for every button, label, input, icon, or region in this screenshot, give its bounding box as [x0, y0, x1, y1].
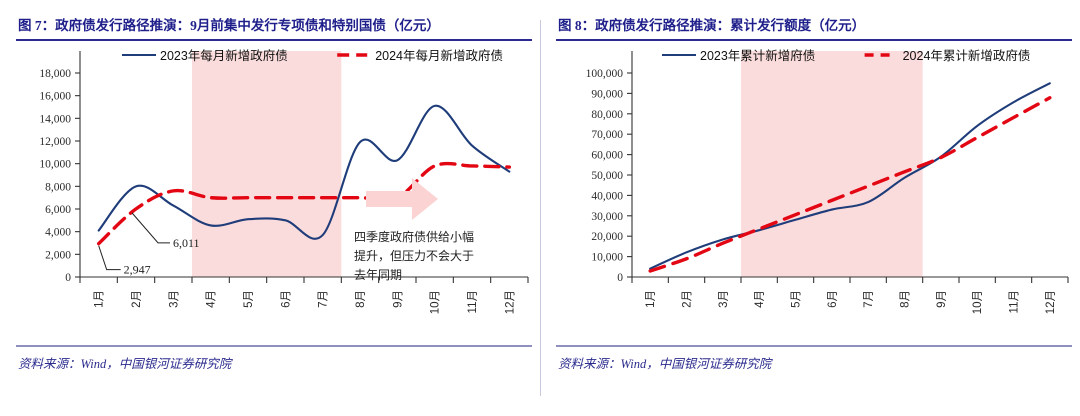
- y-axis-label: 100,000: [586, 68, 624, 80]
- x-axis-label: 8月: [900, 290, 912, 308]
- x-axis-label: 4月: [754, 290, 766, 308]
- y-axis-label: 2,000: [45, 249, 71, 261]
- forecast-note-line-1: 四季度政府债供给小幅: [354, 229, 474, 244]
- figure-7-panel: 图 7：政府债发行路径推演：9月前集中发行专项债和特别国债（亿元） 0 2,000…: [14, 18, 534, 371]
- figure-7-svg: 0 2,000 4,000 6,000 8,000 10,000 12,000 14,000 1…: [39, 48, 529, 314]
- figure-8-panel: 图 8：政府债发行路径推演：累计发行额度（亿元） 0 10,000 20,000 30…: [540, 0, 1080, 416]
- x-axis-label: 4月: [206, 290, 218, 308]
- highlight-band: [741, 51, 923, 277]
- x-axis-label: 10月: [430, 290, 442, 314]
- x-axis-label: 12月: [504, 290, 516, 314]
- y-axis-label: 20,000: [591, 231, 623, 243]
- y-axis-label: 30,000: [591, 211, 623, 223]
- y-axis-label: 60,000: [591, 150, 623, 162]
- y-axis-label: 70,000: [591, 129, 623, 141]
- y-axis-label: 12,000: [39, 136, 71, 148]
- forecast-note-line-2: 提升，但压力不会大于: [354, 248, 474, 263]
- x-axis-label: 5月: [243, 290, 255, 308]
- y-axis-label: 0: [617, 272, 623, 284]
- legend-label-2: 2024年每月新增政府债: [375, 48, 503, 63]
- y-axis-label: 50,000: [591, 170, 623, 182]
- x-axis-label: 9月: [392, 290, 404, 308]
- y-axis-label: 14,000: [39, 113, 71, 125]
- series-line-1: [649, 82, 1051, 270]
- x-axis-label: 6月: [280, 290, 292, 308]
- figure-8-source: 资料来源：Wind，中国银河证券研究院: [558, 356, 772, 371]
- x-axis-label: 2月: [682, 290, 694, 308]
- figure-7-title: 图 7：政府债发行路径推演：9月前集中发行专项债和特别国债（亿元）: [18, 18, 440, 33]
- point-label-6011: 6,011: [173, 236, 200, 250]
- x-axis-label: 10月: [972, 290, 984, 314]
- series-line-2: [96, 161, 512, 246]
- y-axis-label: 4,000: [45, 227, 71, 239]
- figure-8-title-rule: [556, 39, 1072, 41]
- figure-7-footer-rule: [16, 345, 532, 347]
- forecast-note-line-3: 去年同期: [354, 268, 402, 282]
- x-axis-label: 2月: [131, 290, 143, 308]
- x-axis-label: 11月: [467, 290, 479, 313]
- panel-divider: [540, 20, 541, 396]
- x-axis-label: 9月: [936, 290, 948, 308]
- y-axis-label: 8,000: [45, 181, 71, 193]
- x-axis-label: 7月: [863, 290, 875, 308]
- y-axis-label: 6,000: [45, 204, 71, 216]
- series-line-2: [648, 96, 1052, 273]
- x-axis-label: 3月: [168, 290, 180, 308]
- y-axis-label: 40,000: [591, 190, 623, 202]
- legend-label-2: 2024年累计新增政府债: [903, 48, 1031, 63]
- figure-8-svg: 0 10,000 20,000 30,000 40,000 50,000 60,000 70,…: [586, 48, 1069, 314]
- highlight-band: [192, 51, 342, 277]
- figure-8-chart: 0 10,000 20,000 30,000 40,000 50,000 60,000 70,…: [554, 45, 1074, 345]
- x-axis-label: 6月: [827, 290, 839, 308]
- leader-line-2947: [98, 245, 121, 271]
- figure-7-title-rule: [16, 39, 532, 41]
- series-line-1: [97, 104, 511, 240]
- figure-7-source: 资料来源：Wind，中国银河证券研究院: [18, 356, 232, 371]
- x-axis-label: 7月: [318, 290, 330, 308]
- x-axis-label: 11月: [1009, 290, 1021, 313]
- point-label-2947: 2,947: [124, 263, 151, 277]
- x-axis-label: 8月: [355, 290, 367, 308]
- y-axis-label: 10,000: [591, 252, 623, 264]
- x-axis-label: 1月: [645, 290, 657, 308]
- y-axis-label: 0: [65, 272, 71, 284]
- x-axis-label: 5月: [791, 290, 803, 308]
- y-axis-label: 16,000: [39, 91, 71, 103]
- x-axis-label: 12月: [1045, 290, 1057, 314]
- y-axis-label: 80,000: [591, 109, 623, 121]
- legend-label-1: 2023年累计新增府债: [700, 48, 815, 63]
- leader-line-6011: [131, 212, 170, 244]
- y-axis-label: 90,000: [591, 88, 623, 100]
- y-axis-label: 10,000: [39, 159, 71, 171]
- figure-8-footer-rule: [556, 345, 1072, 347]
- x-axis-label: 3月: [718, 290, 730, 308]
- x-axis-label: 1月: [94, 290, 106, 308]
- figure-8-title: 图 8：政府债发行路径推演：累计发行额度（亿元）: [558, 18, 866, 33]
- legend-label-1: 2023年每月新增政府债: [160, 48, 288, 63]
- trend-arrow-icon: [366, 178, 438, 220]
- figure-7-chart: 0 2,000 4,000 6,000 8,000 10,000 12,000 14,000 1…: [14, 45, 534, 345]
- y-axis-label: 18,000: [39, 68, 71, 80]
